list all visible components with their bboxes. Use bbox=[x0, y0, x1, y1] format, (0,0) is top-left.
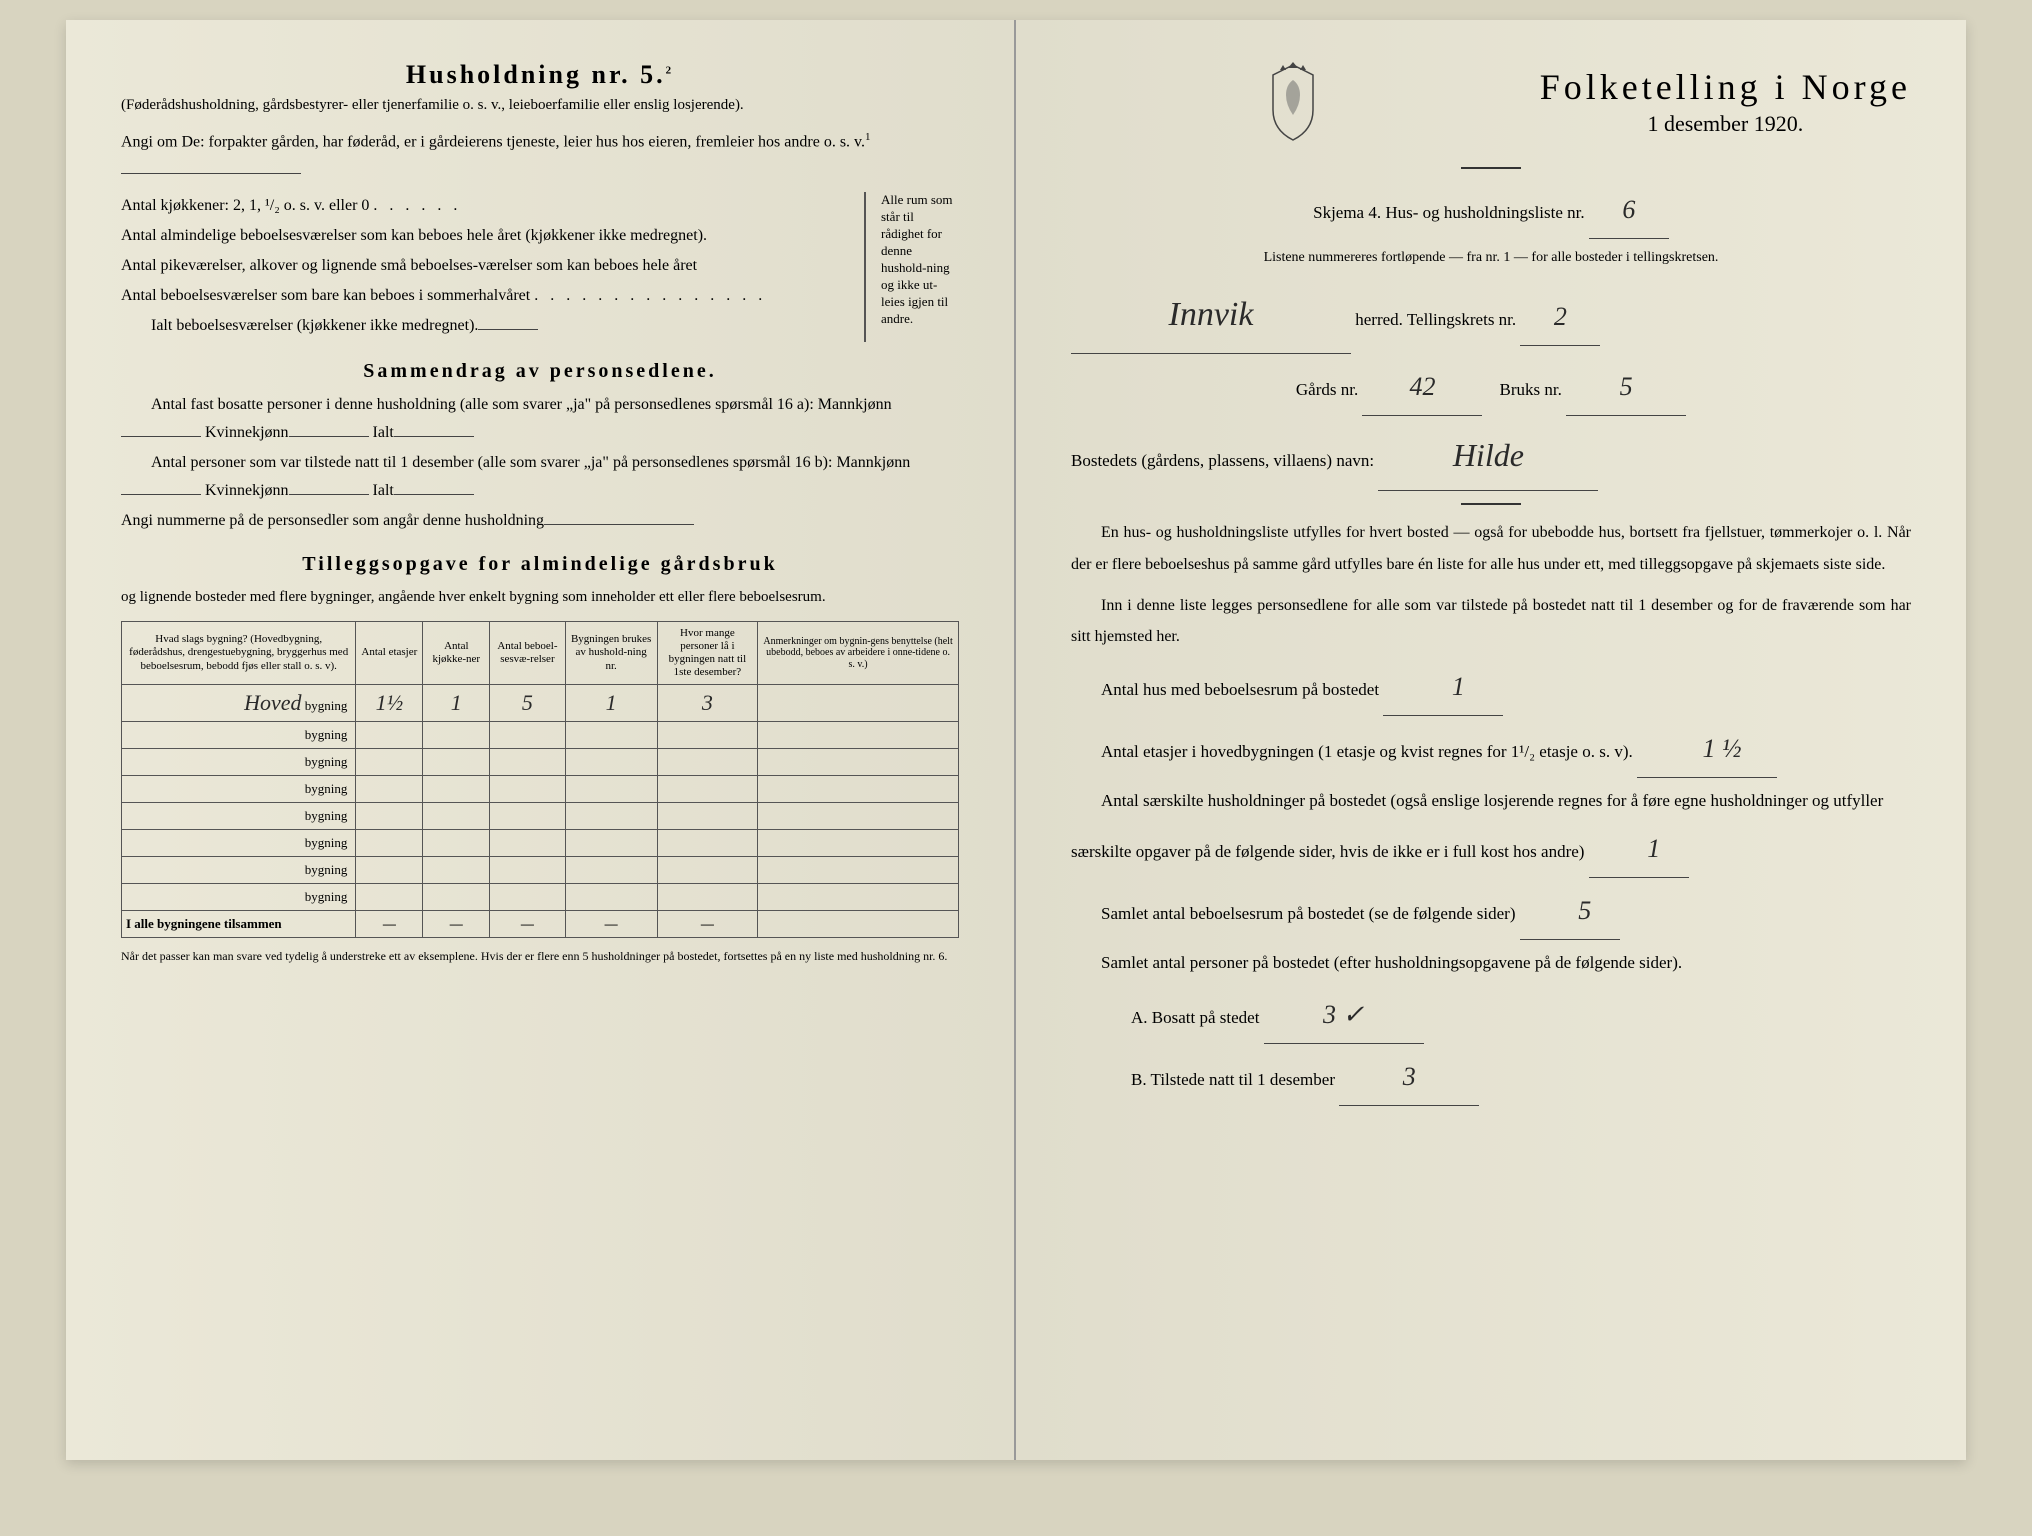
q5b-line: B. Tilstede natt til 1 desember 3 bbox=[1071, 1048, 1911, 1106]
census-form-spread: Husholdning nr. 5.2 (Føderådshusholdning… bbox=[66, 20, 1966, 1460]
th-2: Antal kjøkke-ner bbox=[423, 621, 490, 685]
main-title: Folketelling i Norge bbox=[1540, 66, 1911, 108]
table-row: bygning bbox=[122, 830, 959, 857]
buildings-table: Hvad slags bygning? (Hovedbygning, føder… bbox=[121, 621, 959, 939]
q2-line: Antal etasjer i hovedbygningen (1 etasje… bbox=[1071, 720, 1911, 778]
bracket-note: Alle rum som står til rådighet for denne… bbox=[864, 192, 959, 342]
th-4: Bygningen brukes av hushold-ning nr. bbox=[565, 621, 657, 685]
table-footnote: Når det passer kan man svare ved tydelig… bbox=[121, 948, 959, 965]
summary-line-3: Angi nummerne på de personsedler som ang… bbox=[121, 507, 959, 535]
table-row: bygning bbox=[122, 776, 959, 803]
divider-icon bbox=[1461, 167, 1521, 169]
room-line-1: Antal pikeværelser, alkover og lignende … bbox=[121, 252, 864, 280]
q1-line: Antal hus med beboelsesrum på bostedet 1 bbox=[1071, 658, 1911, 716]
room-line-0: Antal almindelige beboelsesværelser som … bbox=[121, 222, 864, 250]
right-page: Folketelling i Norge 1 desember 1920. Sk… bbox=[1016, 20, 1966, 1460]
left-page: Husholdning nr. 5.2 (Føderådshusholdning… bbox=[66, 20, 1016, 1460]
household-subtitle: (Føderådshusholdning, gårdsbestyrer- ell… bbox=[121, 95, 959, 116]
norwegian-crest-icon bbox=[1258, 60, 1328, 145]
listene-line: Listene nummereres fortløpende — fra nr.… bbox=[1071, 243, 1911, 274]
kitchen-line: Antal kjøkkener: 2, 1, ¹/₂ o. s. v. elle… bbox=[121, 192, 864, 220]
th-6: Anmerkninger om bygnin-gens benyttelse (… bbox=[758, 621, 959, 685]
table-total-row: I alle bygningene tilsammen————— bbox=[122, 911, 959, 938]
household-title: Husholdning nr. 5.2 bbox=[121, 60, 959, 90]
table-row: bygning bbox=[122, 884, 959, 911]
table-row: Hoved bygning1½1513 bbox=[122, 685, 959, 722]
table-row: bygning bbox=[122, 857, 959, 884]
th-5: Hvor mange personer lå i bygningen natt … bbox=[657, 621, 757, 685]
bosted-line: Bostedets (gårdens, plassens, villaens) … bbox=[1071, 420, 1911, 491]
tillegg-sub: og lignende bosteder med flere bygninger… bbox=[121, 584, 959, 610]
title-header: Folketelling i Norge 1 desember 1920. bbox=[1071, 60, 1911, 155]
divider-icon-2 bbox=[1461, 503, 1521, 505]
skjema-line: Skjema 4. Hus- og husholdningsliste nr. … bbox=[1071, 181, 1911, 239]
table-row: bygning bbox=[122, 749, 959, 776]
herred-line: Innvik herred. Tellingskrets nr. 2 bbox=[1071, 278, 1911, 354]
angi-line: Angi om De: forpakter gården, har føderå… bbox=[121, 128, 959, 184]
summary-line-2: Antal personer som var tilstede natt til… bbox=[121, 449, 959, 505]
rooms-bracket-section: Antal kjøkkener: 2, 1, ¹/₂ o. s. v. elle… bbox=[121, 192, 959, 342]
th-1: Antal etasjer bbox=[356, 621, 423, 685]
table-row: bygning bbox=[122, 803, 959, 830]
q5-line: Samlet antal personer på bostedet (efter… bbox=[1071, 944, 1911, 981]
summary-line-1: Antal fast bosatte personer i denne hush… bbox=[121, 391, 959, 447]
q4-line: Samlet antal beboelsesrum på bostedet (s… bbox=[1071, 882, 1911, 940]
gards-line: Gårds nr. 42 Bruks nr. 5 bbox=[1071, 358, 1911, 416]
para-2: Inn i denne liste legges personsedlene f… bbox=[1071, 590, 1911, 652]
q5a-line: A. Bosatt på stedet 3 ✓ bbox=[1071, 986, 1911, 1044]
room-line-2: Antal beboelsesværelser som bare kan beb… bbox=[121, 282, 864, 310]
th-0: Hvad slags bygning? (Hovedbygning, føder… bbox=[122, 621, 356, 685]
para-1: En hus- og husholdningsliste utfylles fo… bbox=[1071, 517, 1911, 579]
th-3: Antal beboel-sesvæ-relser bbox=[490, 621, 565, 685]
census-date: 1 desember 1920. bbox=[1540, 111, 1911, 137]
room-total: Ialt beboelsesværelser (kjøkkener ikke m… bbox=[121, 312, 864, 340]
tillegg-title: Tilleggsopgave for almindelige gårdsbruk bbox=[121, 553, 959, 576]
summary-title: Sammendrag av personsedlene. bbox=[121, 360, 959, 383]
q3-line: Antal særskilte husholdninger på bostede… bbox=[1071, 782, 1911, 878]
table-row: bygning bbox=[122, 722, 959, 749]
